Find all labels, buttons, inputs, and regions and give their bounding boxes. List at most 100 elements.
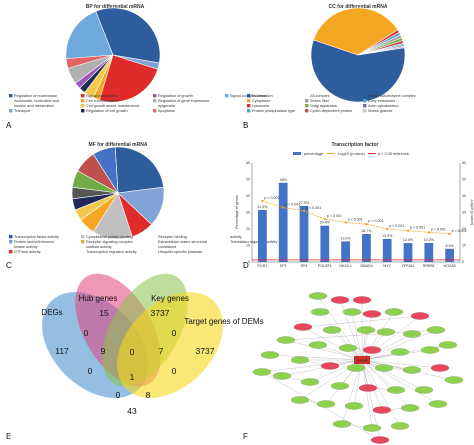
- legend-swatch: [9, 94, 13, 98]
- legend-label: Early endosome: [368, 99, 395, 103]
- legend-swatch-bar: [293, 152, 301, 155]
- network-node-red: [362, 346, 382, 354]
- pie-chart-b: [310, 7, 406, 103]
- network-node-green: [444, 376, 464, 384]
- legend-swatch: [363, 104, 367, 108]
- x-tick-label: HOXA5: [444, 264, 456, 268]
- network-node-green: [322, 326, 342, 334]
- network-node-red: [370, 436, 390, 444]
- x-tick-label: RREB1: [423, 264, 435, 268]
- network-node-green: [300, 378, 320, 386]
- venn-count: 15: [99, 308, 109, 318]
- network-node-green: [330, 382, 350, 390]
- network-node-green: [384, 308, 404, 316]
- network-node-green: [260, 351, 280, 359]
- network-node-red: [430, 364, 450, 372]
- panel-label-a: A: [6, 121, 12, 130]
- network-node-green: [308, 292, 328, 300]
- venn-count: 0: [84, 328, 89, 338]
- network-node-green: [420, 346, 440, 354]
- network-node-green: [402, 330, 422, 338]
- pvalue-point: [448, 232, 451, 236]
- pvalue-point: [365, 222, 368, 226]
- network-edge: [351, 311, 363, 361]
- legend-swatch: [363, 99, 367, 103]
- y-tick-label: 30: [246, 211, 250, 215]
- legend-label: Translation regulator activity: [230, 240, 277, 244]
- legend-label: Signal complex formation: [230, 94, 273, 98]
- legend-swatch: [81, 94, 85, 98]
- legend-label: Cyclin-dependent protein: [310, 109, 352, 113]
- bar-value-label: 13.9%: [382, 234, 393, 238]
- bar-value-label: 31.5%: [257, 205, 268, 209]
- pvalue-label: p < 0.001: [410, 226, 425, 230]
- network-hub-node: [354, 356, 370, 364]
- network-edge: [309, 359, 363, 383]
- network-edge: [319, 311, 363, 361]
- pvalue-point: [261, 199, 264, 203]
- bar: [278, 182, 288, 262]
- pvalue-label: p < 0.001: [389, 224, 404, 228]
- network-node-red: [358, 384, 378, 392]
- legend-label: Receptor binding: [158, 235, 187, 239]
- legend-swatch: [81, 104, 85, 108]
- legend-swatch: [81, 109, 85, 113]
- legend-label: nucleoside, nucleotide and: [14, 99, 59, 103]
- x-tick-label: ZFP161: [402, 264, 415, 268]
- y-tick-label: 60: [246, 161, 250, 165]
- bar-value-label: 12.0%: [403, 238, 414, 242]
- network-edge: [361, 359, 373, 429]
- bar-value-label: 27.5%: [299, 201, 310, 205]
- legend-label: Regulation of cell growth: [86, 109, 128, 113]
- y2-tick-label: 0: [462, 260, 464, 264]
- y-tick-label: 10: [246, 244, 250, 248]
- network-node-green: [438, 341, 458, 349]
- legend-swatch: [225, 94, 229, 98]
- network-edge: [361, 359, 411, 409]
- pie-slice: [313, 7, 399, 56]
- legend-label: Transport: [14, 109, 31, 113]
- network-node-red: [352, 296, 372, 304]
- legend-swatch: [247, 104, 251, 108]
- network-node-green: [402, 366, 422, 374]
- y2-tick-label: 20: [462, 227, 466, 231]
- y2-tick-label: 40: [462, 194, 466, 198]
- y2-axis-title: -Log10 (p-value): [470, 199, 474, 225]
- legend-swatch: [305, 109, 309, 113]
- y-tick-label: 50: [246, 178, 250, 182]
- pvalue-label: p < 0.001: [348, 217, 363, 221]
- venn-count: 0: [172, 328, 177, 338]
- bar-value-label: 13.9%: [340, 236, 351, 240]
- bar: [258, 210, 267, 262]
- network-edge: [281, 359, 363, 377]
- y-tick-label: 40: [246, 194, 250, 198]
- panel-label-e: E: [6, 432, 11, 441]
- network-node-green: [342, 308, 362, 316]
- network-edge: [361, 359, 397, 391]
- venn-count: 0: [88, 366, 93, 376]
- network-node-green: [290, 396, 310, 404]
- pvalue-label: p < 0.001: [327, 214, 342, 218]
- y2-tick-label: 50: [462, 178, 466, 182]
- legend-label: Regulation of growth: [158, 94, 193, 98]
- network-node-green: [426, 326, 446, 334]
- legend-label: Nucleus: [252, 94, 266, 98]
- network-node-green: [414, 386, 434, 394]
- network-hub-label: ALKBH5: [357, 358, 368, 362]
- x-tick-label: SP1: [280, 264, 287, 268]
- legend-label: Extracellular matrix structural: [158, 240, 207, 244]
- panel-label-b: B: [243, 121, 248, 130]
- x-tick-label: EGR1: [258, 264, 268, 268]
- legend-label: Cytoplasm: [252, 99, 270, 103]
- legend-label: Protein phosphatase type: [252, 109, 295, 113]
- venn-label-degs: DEGs: [41, 308, 62, 317]
- panel-label-d: D: [243, 261, 249, 270]
- legend-label: Transcription factor activity: [14, 235, 59, 239]
- legend-swatch: [153, 99, 157, 103]
- network-node-green: [400, 404, 420, 412]
- network-node-green: [310, 308, 330, 316]
- panel-label-c: C: [6, 261, 12, 270]
- network-edge: [269, 354, 363, 361]
